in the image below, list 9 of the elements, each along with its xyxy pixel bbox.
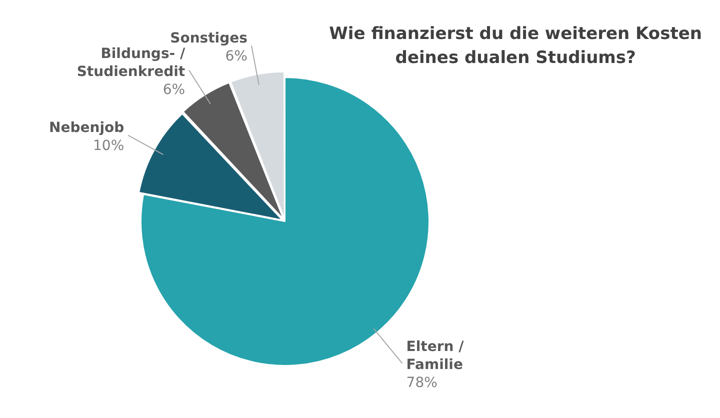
slice-label: Nebenjob — [49, 120, 124, 136]
data-label: 6% — [162, 82, 186, 98]
slice-label: Sonstiges — [170, 30, 248, 46]
data-label: 10% — [93, 138, 124, 154]
data-label: 6% — [225, 48, 248, 64]
data-label: 78% — [406, 374, 438, 391]
slice-label: Bildungs- / Studienkredit — [76, 46, 186, 80]
text: Wie finanzierst du die weiteren Kosten deines dualen Studiums? — [329, 23, 702, 70]
slice-label: Eltern / Familie — [406, 338, 465, 373]
